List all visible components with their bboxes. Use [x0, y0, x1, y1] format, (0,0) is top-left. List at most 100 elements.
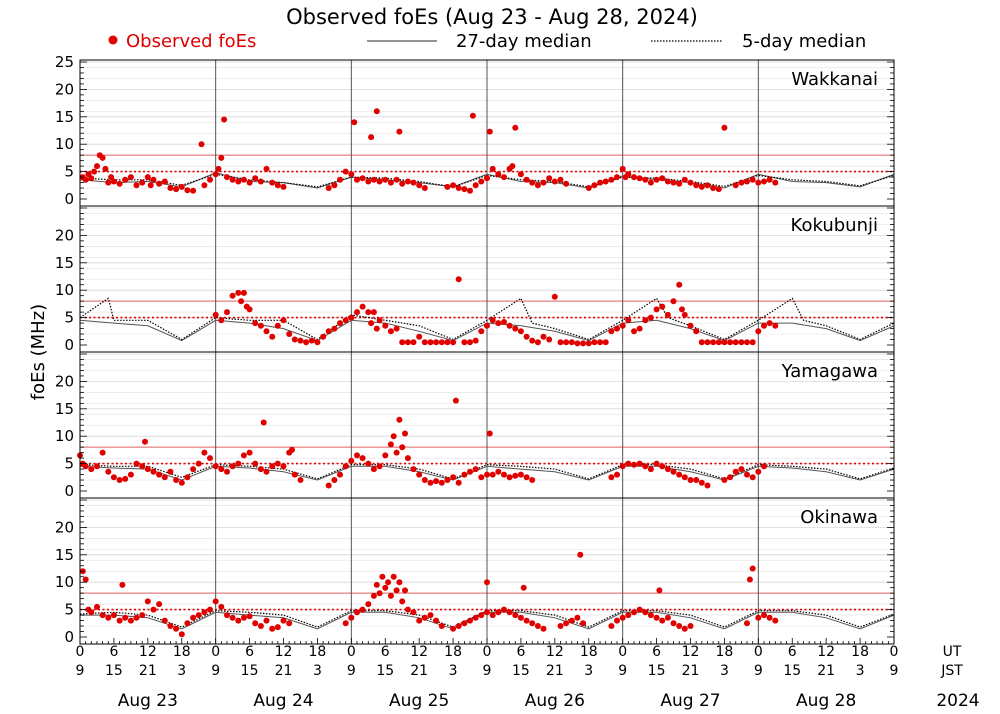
observed-point: [410, 179, 417, 186]
observed-point: [653, 614, 660, 621]
observed-point: [116, 477, 123, 483]
observed-point: [207, 606, 213, 613]
observed-point: [517, 471, 524, 478]
observed-point: [608, 474, 615, 481]
observed-point: [105, 614, 112, 621]
observed-point: [156, 471, 163, 478]
observed-point: [190, 187, 197, 194]
x-tick-label-jst: 3: [720, 663, 729, 679]
observed-point: [116, 617, 123, 624]
observed-point: [715, 186, 722, 193]
observed-point: [472, 614, 479, 621]
observed-point: [246, 306, 253, 313]
observed-point: [749, 339, 756, 346]
observed-point: [461, 471, 468, 478]
x-tick-label-jst: 21: [139, 663, 157, 679]
observed-point: [269, 179, 276, 186]
observed-point: [379, 573, 386, 580]
observed-point: [133, 614, 140, 621]
observed-point: [102, 165, 109, 172]
observed-point: [286, 620, 293, 627]
panel-wakkanai: 0 5 10 15 20 25 Wakkanai: [55, 53, 895, 208]
x-tick-label-jst: 9: [890, 663, 899, 679]
observed-point: [715, 339, 722, 346]
observed-point: [614, 174, 620, 181]
observed-point: [772, 179, 779, 186]
observed-point: [215, 165, 222, 172]
observed-point: [348, 614, 355, 621]
observed-point: [546, 336, 553, 343]
x-tick-label-jst: 21: [817, 663, 835, 679]
observed-point: [224, 309, 230, 316]
observed-point: [218, 603, 225, 610]
observed-point: [529, 337, 536, 344]
observed-point: [619, 322, 626, 329]
observed-point: [240, 176, 247, 183]
observed-point: [150, 176, 157, 183]
observed-point: [354, 452, 360, 459]
observed-point: [88, 466, 95, 473]
station-label: Wakkanai: [791, 69, 878, 90]
observed-point: [291, 471, 298, 478]
observed-point: [534, 623, 541, 629]
observed-point: [687, 477, 694, 483]
observed-point: [105, 468, 112, 475]
observed-point: [534, 339, 541, 346]
observed-point: [376, 590, 383, 597]
observed-point: [647, 612, 654, 619]
observed-point: [681, 176, 688, 183]
observed-point: [94, 463, 100, 470]
observed-point: [486, 430, 493, 437]
observed-point: [427, 479, 434, 486]
observed-point: [698, 339, 705, 346]
observed-point: [670, 620, 677, 627]
observed-point: [676, 281, 683, 288]
observed-point: [280, 183, 287, 190]
observed-point: [577, 551, 584, 558]
observed-point: [693, 328, 700, 335]
x-axis: 0 9 6 15 12 21 18 3 0 9 6 15 12 21 18 3 0 9 6 15 12 21 18 3 0 9 6 1…: [76, 638, 980, 711]
observed-point: [150, 606, 157, 613]
observed-point: [325, 482, 332, 489]
observed-point: [469, 112, 476, 119]
observed-point: [591, 339, 598, 346]
observed-point: [280, 317, 287, 324]
observed-point: [235, 617, 242, 624]
observed-point: [523, 176, 530, 183]
y-tick-label: 5: [64, 163, 74, 181]
observed-point: [625, 171, 632, 178]
observed-point: [710, 185, 717, 191]
observed-point: [517, 614, 524, 621]
observed-point: [178, 479, 185, 486]
observed-point: [676, 623, 683, 629]
observed-point: [274, 624, 281, 631]
observed-point: [139, 612, 146, 619]
y-tick-label: 0: [64, 482, 74, 500]
observed-point: [681, 625, 688, 632]
observed-point: [461, 620, 468, 627]
observed-point: [512, 325, 519, 332]
observed-point: [150, 468, 157, 475]
observed-point: [523, 617, 530, 624]
observed-point: [517, 328, 524, 335]
observed-point: [489, 165, 496, 172]
observed-point: [342, 620, 349, 627]
observed-point: [529, 620, 536, 627]
observed-point: [161, 617, 168, 624]
observed-point: [190, 466, 197, 473]
observed-point: [396, 128, 403, 135]
y-tick-label: 15: [55, 546, 74, 564]
observed-point: [631, 609, 637, 616]
observed-point: [156, 180, 163, 187]
observed-point: [99, 612, 106, 619]
date-label: Aug 23: [118, 691, 178, 711]
observed-point: [390, 433, 397, 440]
observed-point: [625, 460, 632, 467]
observed-point: [404, 606, 411, 613]
x-tick-label-jst: 15: [648, 663, 666, 679]
observed-point: [263, 617, 270, 624]
observed-point: [212, 463, 219, 470]
observed-point: [280, 463, 287, 470]
observed-point: [676, 180, 683, 187]
observed-point: [529, 477, 536, 483]
